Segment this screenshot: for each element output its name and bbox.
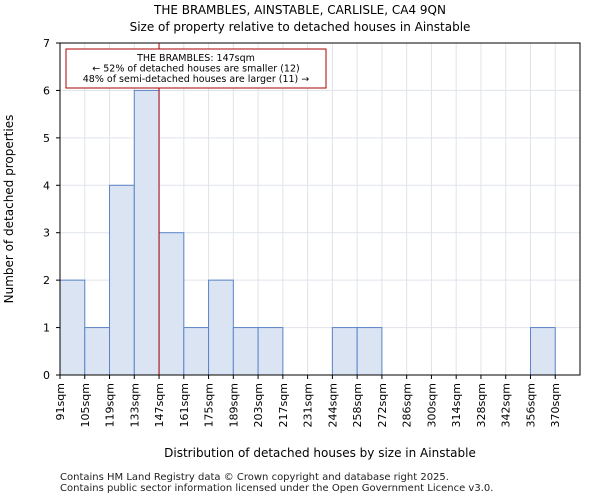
x-tick-label: 147sqm [153,383,166,427]
footer-line-2: Contains public sector information licen… [60,482,494,494]
y-tick-label: 5 [43,132,50,145]
x-tick-label: 342sqm [500,383,513,427]
bar-175sqm [208,279,234,376]
y-tick-label: 1 [43,322,50,335]
bar-356sqm [529,327,556,376]
bar-105sqm [84,327,111,376]
x-tick-label: 328sqm [475,383,488,427]
annotation-title: THE BRAMBLES: 147sqm [136,53,255,64]
x-axis-ticks: 91sqm 105sqm 119sqm 133sqm 147sqm 161sqm 175sq… [54,375,562,427]
y-axis-label: Number of detached properties [2,115,16,304]
y-tick-label: 4 [43,179,50,192]
annotation-smaller: ← 52% of detached houses are smaller (12… [92,64,299,75]
x-tick-label: 133sqm [128,383,141,427]
annotation-box: THE BRAMBLES: 147sqm ← 52% of detached h… [65,48,327,89]
x-tick-label: 258sqm [351,383,364,427]
histogram-chart: 0 1 2 3 4 5 6 7 91sqm 105sqm 119sqm 133sqm 147sqm 16… [2,37,581,460]
y-axis-ticks: 0 1 2 3 4 5 6 7 [43,37,60,382]
bar-layer [59,89,556,376]
annotation-larger: 48% of semi-detached houses are larger (… [83,74,310,85]
x-axis-label: Distribution of detached houses by size … [164,446,476,460]
x-tick-label: 300sqm [425,383,438,427]
bar-119sqm [109,184,135,376]
annotation-frame [65,48,327,89]
y-tick-label: 7 [43,37,50,50]
y-tick-label: 6 [43,84,50,97]
x-tick-label: 203sqm [252,383,265,427]
x-tick-label: 356sqm [524,383,537,427]
plot-frame [59,42,581,376]
y-tick-label: 2 [43,274,50,287]
y-tick-label: 0 [43,369,50,382]
x-tick-label: 119sqm [104,383,117,427]
y-tick-label: 3 [43,227,50,240]
bar-244sqm [331,327,358,376]
x-tick-label: 231sqm [302,383,315,427]
x-tick-label: 314sqm [450,383,463,427]
x-tick-label: 286sqm [401,383,414,427]
x-tick-label: 244sqm [326,383,339,427]
bar-161sqm [183,327,210,376]
bar-203sqm [257,327,284,376]
footer: Contains HM Land Registry data © Crown c… [60,472,494,494]
footer-line-1: Contains HM Land Registry data © Crown c… [60,472,449,483]
x-tick-label: 105sqm [79,383,92,427]
x-tick-label: 370sqm [549,383,562,427]
x-tick-label: 91sqm [54,383,67,420]
bar-258sqm [356,327,383,376]
bar-91sqm [59,279,86,376]
x-tick-label: 175sqm [203,383,216,427]
chart-subtitle: Size of property relative to detached ho… [129,20,471,34]
bar-189sqm [232,327,259,376]
x-tick-label: 217sqm [277,383,290,427]
x-tick-label: 189sqm [227,383,240,427]
bar-147sqm [158,232,185,376]
chart-title: THE BRAMBLES, AINSTABLE, CARLISLE, CA4 9… [154,3,446,17]
x-tick-label: 272sqm [376,383,389,427]
bar-133sqm [133,89,160,376]
x-tick-label: 161sqm [178,383,191,427]
